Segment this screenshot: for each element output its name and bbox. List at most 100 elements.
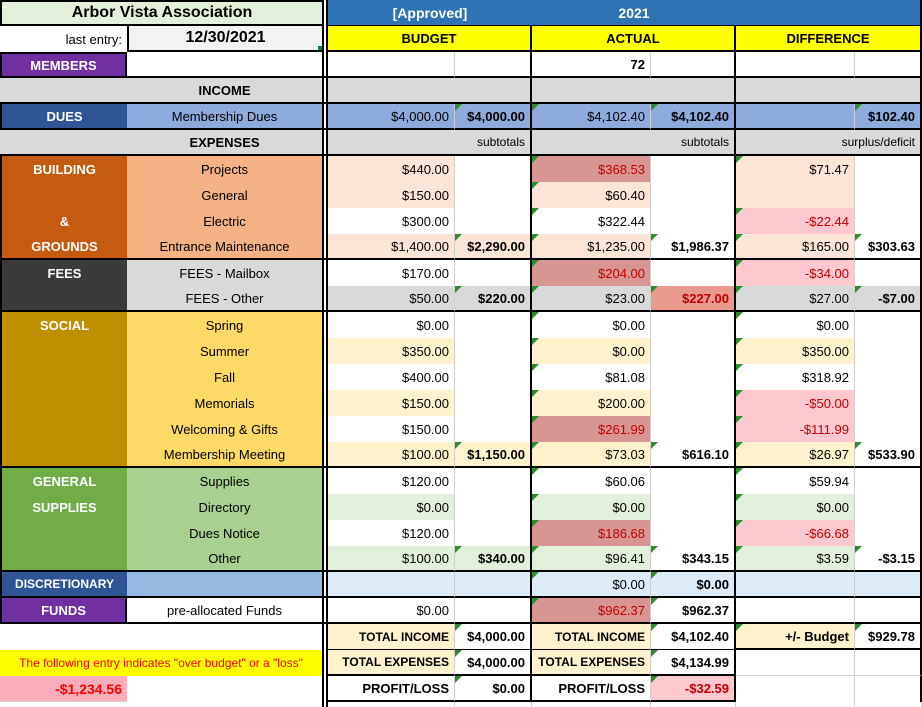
cell-r9c4[interactable]: $300.00	[328, 208, 455, 234]
surplus-deficit-label[interactable]: surplus/deficit	[736, 130, 922, 156]
cell-r5c8[interactable]	[736, 104, 855, 130]
cell-r5c6[interactable]: $4,102.40	[532, 104, 651, 130]
cell-r15c8[interactable]: $318.92	[736, 364, 855, 390]
income-section-label[interactable]: INCOME	[127, 78, 322, 104]
cell-r19c7[interactable]	[651, 468, 736, 494]
cell-r18c5[interactable]: $1,150.00	[455, 442, 532, 468]
actual-header[interactable]: ACTUAL	[532, 26, 736, 52]
cell-r14c6[interactable]: $0.00	[532, 338, 651, 364]
cell-r28c6[interactable]	[532, 702, 651, 707]
cell-r12c6[interactable]: $23.00	[532, 286, 651, 312]
cell-r3c4[interactable]	[328, 52, 455, 78]
cell-r23c5[interactable]	[455, 572, 532, 598]
cell-r13c6[interactable]: $0.00	[532, 312, 651, 338]
cell-r14c4[interactable]: $350.00	[328, 338, 455, 364]
members-label[interactable]: MEMBERS	[0, 52, 127, 78]
cell-r24c9[interactable]	[855, 598, 922, 624]
cell-r23c7[interactable]: $0.00	[651, 572, 736, 598]
cell-r16c9[interactable]	[855, 390, 922, 416]
cell-r24c5[interactable]	[455, 598, 532, 624]
cell-r12c4[interactable]: $50.00	[328, 286, 455, 312]
cell-r22c4[interactable]: $100.00	[328, 546, 455, 572]
cell-r24c4[interactable]: $0.00	[328, 598, 455, 624]
cell-r3c7[interactable]	[651, 52, 736, 78]
general-supplies-label[interactable]: GENERAL	[0, 468, 127, 494]
cell-r28c1[interactable]	[0, 702, 127, 707]
cell-r28c5[interactable]	[455, 702, 532, 707]
cell-r8c5[interactable]	[455, 182, 532, 208]
cell-r24c6[interactable]: $962.37	[532, 598, 651, 624]
cell-r3c2[interactable]	[127, 52, 322, 78]
cell-r16c2[interactable]: Memorials	[127, 390, 322, 416]
budget-subtotals-label[interactable]: subtotals	[328, 130, 532, 156]
cell-r17c8[interactable]: -$111.99	[736, 416, 855, 442]
cell-r21c6[interactable]: $186.68	[532, 520, 651, 546]
cell-r20c5[interactable]	[455, 494, 532, 520]
cell-r25c1[interactable]	[0, 624, 127, 650]
cell-r19c6[interactable]: $60.06	[532, 468, 651, 494]
cell-r21c2[interactable]: Dues Notice	[127, 520, 322, 546]
total-income-budget-value[interactable]: $4,000.00	[455, 624, 532, 650]
cell-r17c6[interactable]: $261.99	[532, 416, 651, 442]
cell-r23c2[interactable]	[127, 572, 322, 598]
dues-label[interactable]: DUES	[0, 104, 127, 130]
cell-r22c5[interactable]: $340.00	[455, 546, 532, 572]
cell-r15c7[interactable]	[651, 364, 736, 390]
cell-r14c1[interactable]	[0, 338, 127, 364]
cell-r21c9[interactable]	[855, 520, 922, 546]
cell-r12c5[interactable]: $220.00	[455, 286, 532, 312]
cell-r15c5[interactable]	[455, 364, 532, 390]
cell-r18c9[interactable]: $533.90	[855, 442, 922, 468]
loss-example-value[interactable]: -$1,234.56	[0, 676, 127, 702]
cell-r23c9[interactable]	[855, 572, 922, 598]
cell-r7c5[interactable]	[455, 156, 532, 182]
cell-r9c1[interactable]: &	[0, 208, 127, 234]
cell-r21c5[interactable]	[455, 520, 532, 546]
cell-r9c6[interactable]: $322.44	[532, 208, 651, 234]
cell-r15c4[interactable]: $400.00	[328, 364, 455, 390]
cell-r12c9[interactable]: -$7.00	[855, 286, 922, 312]
cell-r3c8[interactable]	[736, 52, 855, 78]
cell-r18c2[interactable]: Membership Meeting	[127, 442, 322, 468]
cell-r24c7[interactable]: $962.37	[651, 598, 736, 624]
profit-loss-budget-label[interactable]: PROFIT/LOSS	[328, 676, 455, 702]
cell-r10c9[interactable]: $303.63	[855, 234, 922, 260]
discretionary-label[interactable]: DISCRETIONARY	[0, 572, 127, 598]
cell-r5c9[interactable]: $102.40	[855, 104, 922, 130]
total-expenses-actual-value[interactable]: $4,134.99	[651, 650, 736, 676]
cell-r11c5[interactable]	[455, 260, 532, 286]
cell-r24c8[interactable]	[736, 598, 855, 624]
cell-r8c4[interactable]: $150.00	[328, 182, 455, 208]
cell-r20c8[interactable]: $0.00	[736, 494, 855, 520]
cell-r27c9[interactable]	[855, 676, 922, 702]
cell-r23c4[interactable]	[328, 572, 455, 598]
cell-r28c9[interactable]	[855, 702, 922, 707]
cell-r9c5[interactable]	[455, 208, 532, 234]
cell-r22c8[interactable]: $3.59	[736, 546, 855, 572]
approved-label[interactable]: [Approved]	[328, 0, 532, 26]
cell-r16c8[interactable]: -$50.00	[736, 390, 855, 416]
cell-r9c7[interactable]	[651, 208, 736, 234]
cell-r22c6[interactable]: $96.41	[532, 546, 651, 572]
cell-r28c4[interactable]	[328, 702, 455, 707]
cell-r18c4[interactable]: $100.00	[328, 442, 455, 468]
cell-r5c4[interactable]: $4,000.00	[328, 104, 455, 130]
total-expenses-actual-label[interactable]: TOTAL EXPENSES	[532, 650, 651, 676]
cell-r12c8[interactable]: $27.00	[736, 286, 855, 312]
cell-r17c2[interactable]: Welcoming & Gifts	[127, 416, 322, 442]
year-label[interactable]: 2021	[532, 0, 736, 26]
cell-r10c2[interactable]: Entrance Maintenance	[127, 234, 322, 260]
cell-r10c4[interactable]: $1,400.00	[328, 234, 455, 260]
cell-r27c2[interactable]	[127, 676, 322, 702]
cell-r8c7[interactable]	[651, 182, 736, 208]
cell-r4c1[interactable]	[0, 78, 127, 104]
total-income-budget-label[interactable]: TOTAL INCOME	[328, 624, 455, 650]
plus-minus-budget-label[interactable]: +/- Budget	[736, 624, 855, 650]
cell-r10c1[interactable]: GROUNDS	[0, 234, 127, 260]
cell-r16c5[interactable]	[455, 390, 532, 416]
cell-r4c4[interactable]	[328, 78, 532, 104]
cell-r7c8[interactable]: $71.47	[736, 156, 855, 182]
cell-r21c4[interactable]: $120.00	[328, 520, 455, 546]
cell-r19c5[interactable]	[455, 468, 532, 494]
cell-r11c9[interactable]	[855, 260, 922, 286]
